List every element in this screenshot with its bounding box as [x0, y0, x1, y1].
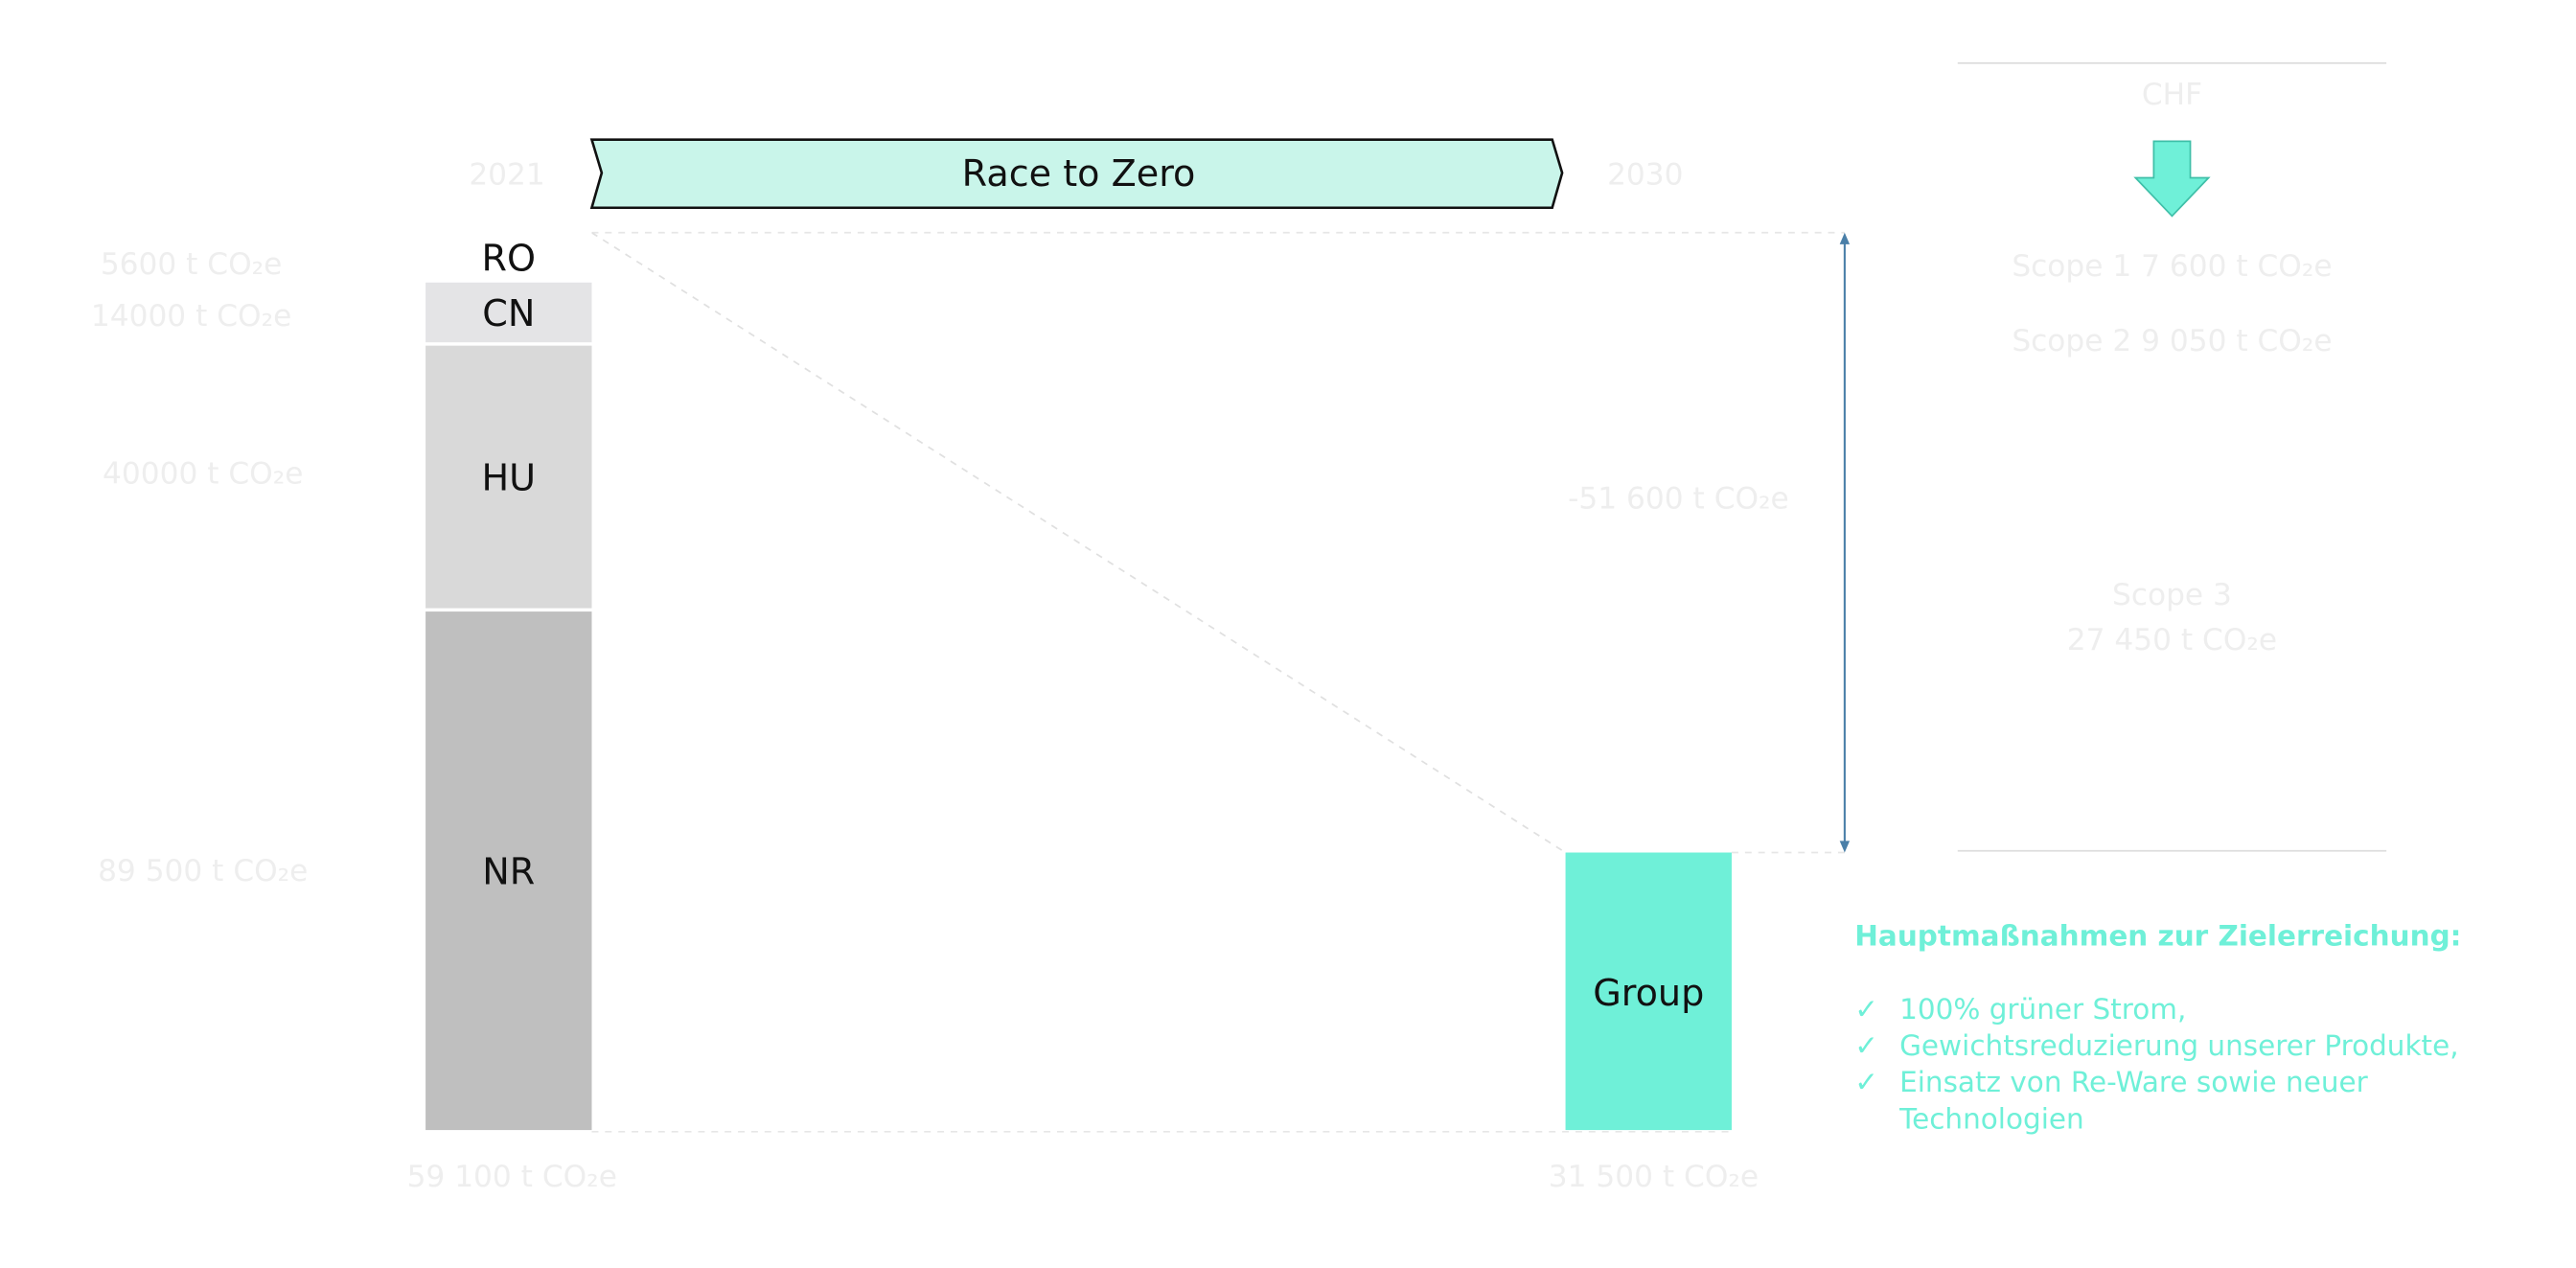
measure-item: Einsatz von Re-Ware sowie neuer: [1899, 1066, 2369, 1098]
start-year: 2021: [469, 157, 544, 192]
segment-label: HU: [481, 457, 536, 499]
banner-text: Race to Zero: [962, 152, 1196, 195]
check: ✓: [1854, 993, 1878, 1026]
check: ✓: [1854, 1029, 1878, 1062]
arrow-head: [1839, 841, 1851, 853]
segment-ro: [426, 232, 592, 282]
arrow-head: [1839, 232, 1851, 244]
reduction-label: -51 600 t CO₂e: [1568, 482, 1789, 517]
target-total: 31 500 t CO₂e: [1549, 1160, 1759, 1194]
measure-item: 100% grüner Strom,: [1899, 993, 2186, 1026]
measure-item: Technologien: [1898, 1102, 2084, 1135]
segment-nr: [426, 611, 592, 1131]
down-arrow: [2133, 140, 2211, 218]
currency: CHF: [2142, 78, 2202, 112]
scope-3: Scope 3: [2112, 578, 2232, 612]
scope-1: Scope 1 7 600 t CO₂e: [2012, 249, 2332, 284]
diagonal: [591, 232, 1567, 854]
segment-amount: 5600 t CO₂e: [101, 247, 283, 282]
scope-2: Scope 2 9 050 t CO₂e: [2012, 324, 2332, 358]
segment-amount: 14000 t CO₂e: [91, 299, 291, 334]
scope-3-amount: 27 450 t CO₂e: [2067, 623, 2277, 657]
segment-cn: [426, 282, 592, 343]
banner: [589, 138, 1564, 210]
stack-total: 59 100 t CO₂e: [407, 1160, 617, 1194]
segment-amount: 89 500 t CO₂e: [98, 854, 308, 888]
check: ✓: [1854, 1066, 1878, 1098]
segment-hu: [426, 345, 592, 609]
target-label: Group: [1593, 972, 1704, 1014]
measures-title: Hauptmaßnahmen zur Zielerreichung:: [1854, 920, 2461, 953]
measure-item: Gewichtsreduzierung unserer Produkte,: [1899, 1029, 2459, 1062]
segment-amount: 40000 t CO₂e: [103, 457, 303, 492]
segment-label: RO: [482, 238, 537, 280]
segment-label: NR: [482, 850, 535, 892]
segment-label: CN: [482, 292, 535, 334]
target-bar: [1565, 852, 1732, 1131]
end-year: 2030: [1607, 157, 1683, 192]
